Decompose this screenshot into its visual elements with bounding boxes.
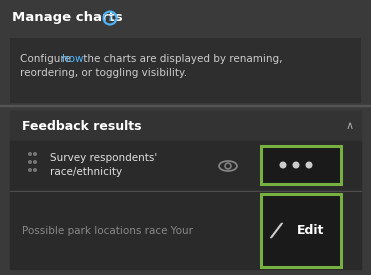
Circle shape <box>29 153 31 155</box>
Circle shape <box>306 162 312 168</box>
Circle shape <box>293 162 299 168</box>
Bar <box>0 105 371 106</box>
Bar <box>10 192 361 269</box>
Circle shape <box>34 153 36 155</box>
Bar <box>261 146 341 184</box>
Text: reordering, or toggling visibility.: reordering, or toggling visibility. <box>20 68 187 78</box>
Circle shape <box>227 164 230 167</box>
Circle shape <box>225 163 231 169</box>
Text: ∧: ∧ <box>346 121 354 131</box>
Circle shape <box>29 169 31 171</box>
Circle shape <box>34 161 36 163</box>
Text: Feedback results: Feedback results <box>22 120 141 133</box>
Bar <box>10 191 361 192</box>
Text: race/ethnicity: race/ethnicity <box>50 167 122 177</box>
Circle shape <box>29 161 31 163</box>
Bar <box>10 111 361 269</box>
Bar <box>261 146 341 184</box>
Bar <box>10 141 361 191</box>
Circle shape <box>280 162 286 168</box>
Circle shape <box>34 169 36 171</box>
Bar <box>261 194 341 267</box>
Bar <box>10 111 361 141</box>
Text: the charts are displayed by renaming,: the charts are displayed by renaming, <box>80 54 282 64</box>
Text: Manage charts: Manage charts <box>12 12 123 24</box>
Text: Possible park locations race Your: Possible park locations race Your <box>22 226 193 235</box>
Text: how: how <box>62 54 83 64</box>
Text: Survey respondents': Survey respondents' <box>50 153 157 163</box>
Bar <box>261 194 341 267</box>
Bar <box>0 0 371 36</box>
Text: i: i <box>109 14 111 23</box>
Text: Edit: Edit <box>297 224 325 237</box>
Bar <box>10 38 361 103</box>
Text: Configure: Configure <box>20 54 74 64</box>
